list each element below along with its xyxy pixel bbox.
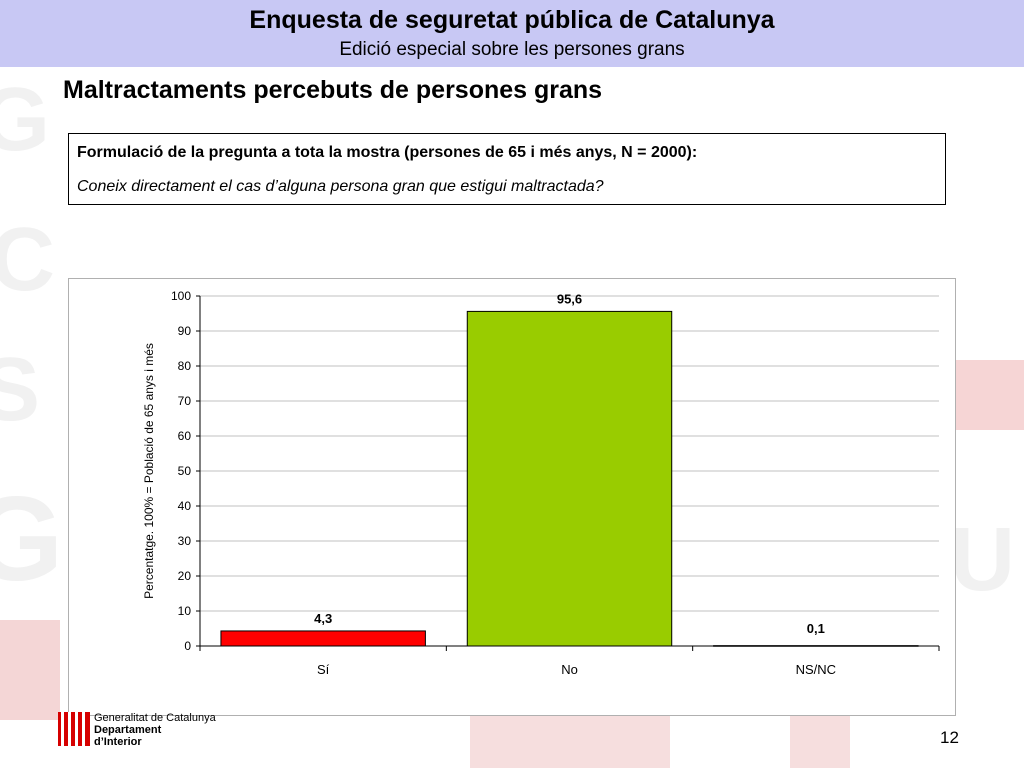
y-tick-label: 40: [178, 499, 192, 513]
question-heading: Formulació de la pregunta a tota la most…: [77, 144, 698, 161]
header-banner: Enquesta de seguretat pública de Catalun…: [0, 0, 1024, 67]
svg-text:U: U: [950, 510, 1015, 610]
y-tick-label: 10: [178, 604, 192, 618]
bar-1: [220, 630, 426, 647]
question-text: Coneix directament el cas d’alguna perso…: [77, 178, 604, 195]
question-box: Formulació de la pregunta a tota la most…: [68, 133, 946, 205]
generalitat-logo: [58, 712, 90, 746]
data-label: 95,6: [557, 291, 582, 306]
svg-text:G: G: [0, 472, 63, 606]
slide-title: Maltractaments percebuts de persones gra…: [63, 76, 603, 104]
bar-2: [466, 310, 673, 647]
y-tick-label: 90: [178, 324, 192, 338]
x-tick-label: NS/NC: [796, 662, 836, 677]
header-title: Enquesta de seguretat pública de Catalun…: [249, 6, 775, 34]
chart-frame: 0 10 20 30 40 50 60 70 80 90 100 Percentatge. 100% …: [68, 278, 956, 716]
y-tick-label: 0: [184, 639, 191, 653]
bar-chart: 0 10 20 30 40 50 60 70 80 90 100 Percentatge. 100% …: [142, 289, 940, 677]
y-tick-label: 100: [171, 289, 191, 303]
y-tick-label: 60: [178, 429, 192, 443]
x-tick-label: No: [561, 662, 578, 677]
svg-text:S: S: [0, 340, 40, 440]
page-number: 12: [940, 728, 959, 747]
y-tick-label: 50: [178, 464, 192, 478]
y-tick-label: 20: [178, 569, 192, 583]
data-label: 0,1: [807, 621, 825, 636]
svg-text:C: C: [0, 210, 55, 310]
svg-text:G: G: [0, 70, 50, 170]
y-tick-label: 80: [178, 359, 192, 373]
data-label: 4,3: [314, 611, 332, 626]
x-tick-label: Sí: [317, 662, 330, 677]
y-axis-label: Percentatge. 100% = Població de 65 anys …: [142, 343, 156, 599]
y-tick-label: 30: [178, 534, 192, 548]
footer-organization: Generalitat de Catalunya: [94, 712, 216, 724]
y-tick-label: 70: [178, 394, 192, 408]
header-subtitle: Edició especial sobre les persones grans: [339, 39, 685, 60]
footer-department-name: d’Interior: [94, 736, 142, 748]
footer-department: Departament: [94, 724, 162, 736]
bar-3: [713, 645, 919, 647]
